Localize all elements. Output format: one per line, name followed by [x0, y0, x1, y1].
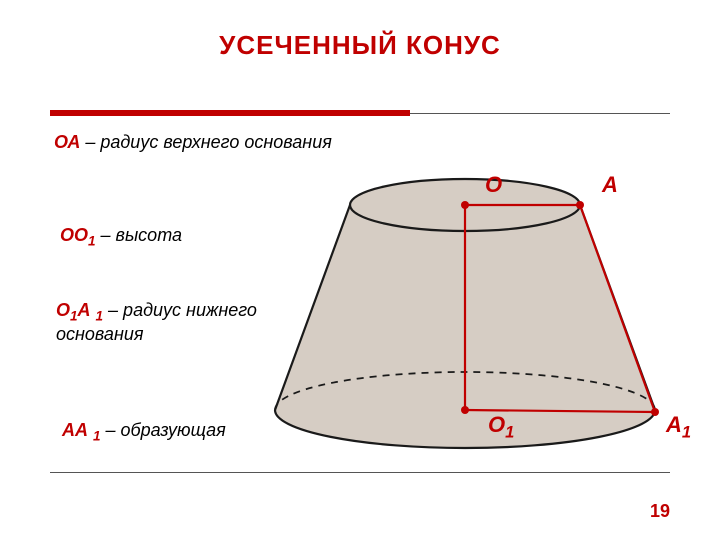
frustum-diagram [255, 160, 675, 460]
label-aa1-text: – образующая [101, 420, 226, 440]
divider-thin [410, 113, 670, 114]
label-oa-text: – радиус верхнего основания [80, 132, 332, 152]
label-oo1-text: – высота [96, 225, 182, 245]
label-o1a1: О1А 1 – радиус нижнего основания [56, 300, 257, 345]
label-o1a1-text: – радиус нижнего [103, 300, 257, 320]
divider-thick [50, 110, 410, 116]
point-label-A1: А1 [666, 412, 691, 442]
label-oa: ОА – радиус верхнего основания [54, 132, 332, 153]
label-o1a1-text2: основания [56, 324, 143, 344]
label-oo1-term: ОО1 [60, 225, 96, 245]
label-oo1: ОО1 – высота [60, 225, 182, 249]
label-oa-term: ОА [54, 132, 80, 152]
footer-line [50, 472, 670, 473]
frustum-svg [255, 160, 675, 460]
point-label-A: А [602, 172, 618, 198]
point-label-O: О [485, 172, 502, 198]
page-title: УСЕЧЕННЫЙ КОНУС [0, 30, 720, 61]
label-o1a1-term: О1А 1 [56, 300, 103, 320]
label-aa1: АА 1 – образующая [62, 420, 226, 444]
point-label-O1: О1 [488, 412, 514, 442]
page-number: 19 [650, 501, 670, 522]
divider [50, 110, 670, 116]
label-aa1-term: АА 1 [62, 420, 101, 440]
